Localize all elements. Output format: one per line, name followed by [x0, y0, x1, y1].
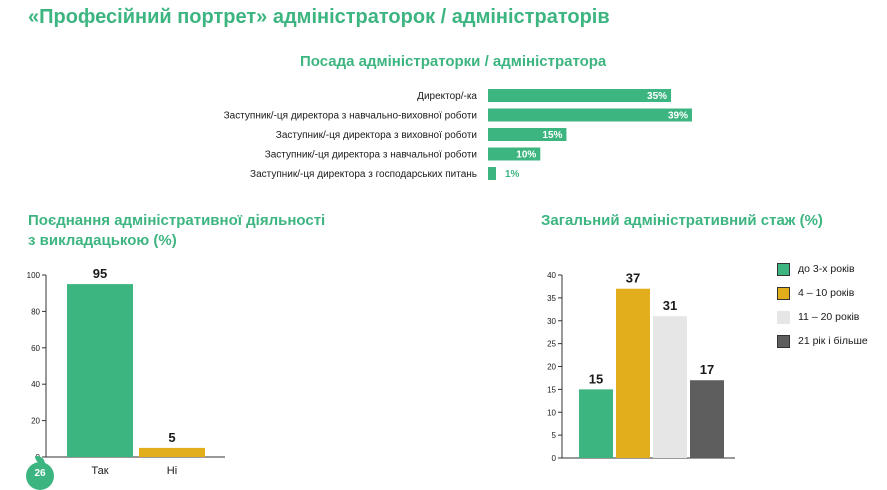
bar [488, 128, 567, 141]
y-tick-label: 10 [547, 408, 556, 417]
y-tick-label: 15 [547, 385, 556, 394]
position-chart-title: Посада адміністраторки / адміністратора [300, 53, 607, 70]
experience-chart-title: Загальний адміністративний стаж (%) [541, 212, 823, 229]
y-tick-label: 60 [31, 344, 40, 353]
value-label: 5 [168, 430, 175, 445]
value-label: 35% [647, 91, 667, 102]
legend-swatch-yellow [777, 286, 790, 300]
value-label: 95 [93, 266, 107, 281]
value-label: 15% [542, 130, 562, 141]
category-label: Заступник/-ця директора з навчально-вихо… [224, 110, 477, 122]
y-tick-label: 35 [547, 294, 556, 303]
value-label: 10% [516, 150, 536, 161]
y-tick-label: 0 [552, 454, 557, 463]
combination-title-line-1: Поєднання адміністративної діяльності [28, 212, 326, 229]
experience-legend: до 3-х років 4 – 10 років 11 – 20 років … [777, 262, 885, 358]
legend-item-1: 4 – 10 років [777, 286, 885, 300]
y-tick-label: 20 [547, 363, 556, 372]
bar [579, 389, 613, 458]
legend-swatch-dark-gray [777, 334, 790, 348]
legend-item-2: 11 – 20 років [777, 310, 885, 324]
bar [653, 316, 687, 458]
y-tick-label: 20 [31, 417, 40, 426]
page-title: «Професійний портрет» адміністраторок / … [28, 6, 610, 28]
legend-swatch-green [777, 262, 790, 276]
bar [67, 284, 133, 457]
page-number-badge: 26 [26, 462, 54, 490]
bar [139, 447, 205, 457]
legend-label: 4 – 10 років [798, 287, 855, 299]
bar [488, 147, 541, 161]
category-label: Заступник/-ця директора з навчальної роб… [265, 149, 477, 161]
legend-swatch-light-gray [777, 310, 790, 324]
value-label: 39% [668, 111, 688, 122]
category-label: Так [91, 465, 108, 477]
y-tick-label: 5 [552, 431, 557, 440]
bar [488, 167, 496, 180]
value-label: 15 [589, 371, 603, 386]
category-label: Заступник/-ця директора з господарських … [250, 169, 477, 180]
category-label: Директор/-ка [417, 91, 477, 102]
combination-chart-title: Поєднання адміністративної діяльності з … [28, 211, 325, 251]
y-tick-label: 25 [547, 340, 556, 349]
leaf-icon [35, 456, 45, 464]
y-tick-label: 40 [31, 380, 40, 389]
y-tick-label: 30 [547, 317, 556, 326]
bar [690, 380, 724, 458]
category-label: Заступник/-ця директора з виховної робот… [276, 129, 477, 141]
legend-label: до 3-х років [798, 263, 855, 275]
y-tick-label: 40 [547, 271, 556, 280]
value-label: 1% [505, 169, 520, 180]
value-label: 31 [663, 298, 677, 313]
bar [488, 108, 692, 122]
category-label: Ні [167, 465, 177, 477]
y-tick-label: 80 [31, 307, 40, 316]
legend-item-3: 21 рік і більше [777, 334, 885, 348]
y-tick-label: 100 [27, 271, 41, 280]
legend-label: 11 – 20 років [798, 311, 860, 323]
legend-label: 21 рік і більше [798, 335, 868, 347]
bar [488, 89, 672, 102]
legend-item-0: до 3-х років [777, 262, 885, 276]
bar [616, 288, 650, 458]
value-label: 37 [626, 271, 640, 286]
combination-title-line-2: з викладацькою (%) [28, 232, 177, 249]
value-label: 17 [700, 362, 714, 377]
position-chart: Директор/-ка 35% Заступник/-ця директора з… [224, 89, 692, 180]
